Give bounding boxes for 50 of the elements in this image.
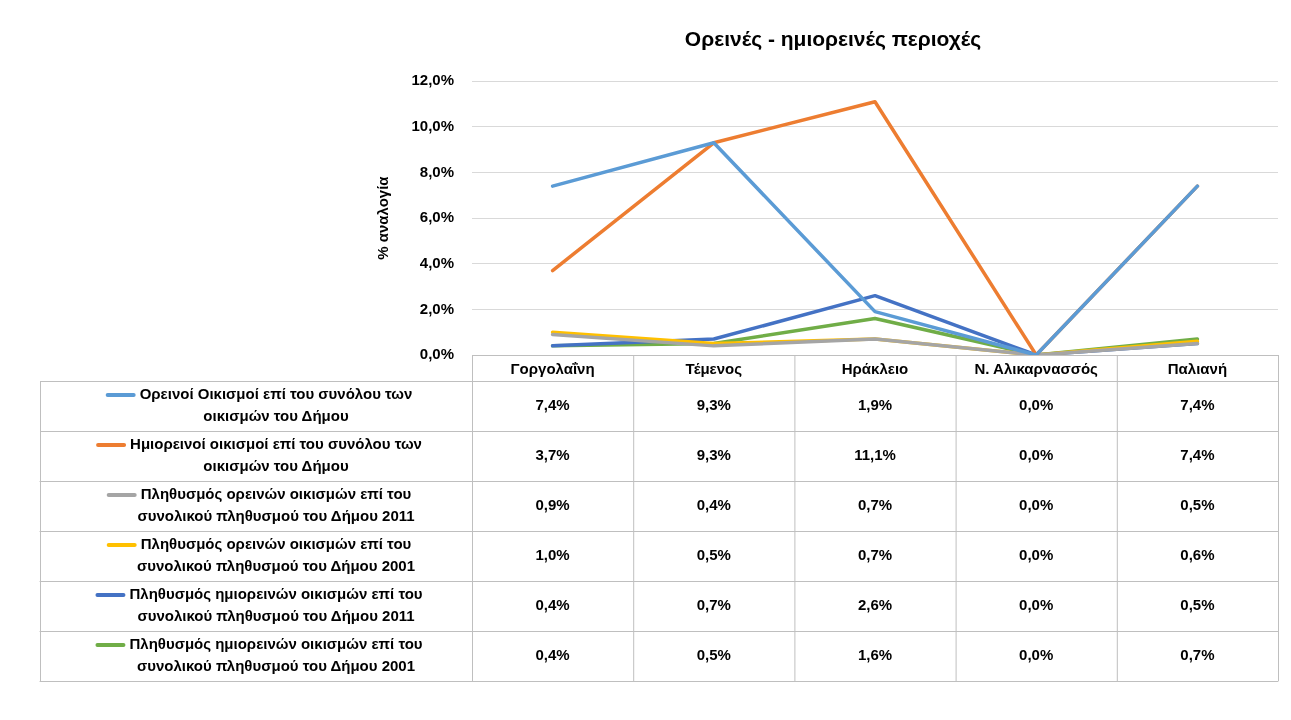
data-label: 0,4% — [535, 596, 570, 614]
data-label: 1,9% — [857, 396, 893, 414]
x-tick-label: Παλιανή — [1167, 360, 1228, 378]
data-label: 7,4% — [1180, 396, 1215, 414]
legend-label: Πληθυσμός ημιορεινών οικισμών επί του συνολικού πληθυσμού του Δήμου 2001 — [129, 635, 423, 675]
data-label: 2,6% — [857, 596, 893, 614]
data-label: 0,7% — [696, 596, 731, 614]
data-label: 0,0% — [1019, 496, 1054, 514]
y-tick-label: 10,0% — [411, 116, 454, 134]
data-label: 0,0% — [1019, 596, 1054, 614]
data-label: 0,0% — [1019, 396, 1054, 414]
y-tick-label: 6,0% — [419, 208, 454, 226]
data-label: 0,5% — [1180, 496, 1215, 514]
legend-label: Πληθυσμός ημιορεινών οικισμών επί του συνολικού πληθυσμού του Δήμου 2011 — [129, 585, 423, 625]
data-label: 3,7% — [535, 446, 570, 464]
x-tick-label: Ηράκλειο — [841, 360, 909, 378]
data-label: 1,6% — [857, 646, 893, 664]
y-tick-label: 8,0% — [419, 162, 454, 180]
y-axis-title: % αναλογία — [374, 175, 392, 260]
data-label: 0,4% — [535, 646, 570, 664]
y-tick-label: 12,0% — [411, 71, 454, 89]
data-label: 0,6% — [1180, 546, 1215, 564]
x-tick-label: Ν. Αλικαρνασσός — [974, 360, 1099, 378]
data-label: 0,4% — [696, 496, 731, 514]
data-label: 11,1% — [854, 446, 896, 464]
data-label: 0,0% — [1019, 446, 1054, 464]
y-tick-label: 2,0% — [419, 299, 454, 317]
legend-label: Ημιορεινοί οικισμοί επί του συνόλου των οικισμών του Δήμου — [130, 435, 422, 475]
data-label: 0,0% — [1019, 646, 1054, 664]
legend-label: Πληθυσμός ορεινών οικισμών επί του συνολικού πληθυσμού του Δήμου 2001 — [136, 535, 416, 575]
x-tick-label: Τέμενος — [685, 360, 743, 378]
data-label: 7,4% — [1180, 446, 1215, 464]
legend-label: Πληθυσμός ορεινών οικισμών επί του συνολικού πληθυσμού του Δήμου 2011 — [137, 485, 415, 525]
data-label: 0,7% — [857, 496, 893, 514]
data-label: 0,7% — [857, 546, 893, 564]
chart-title: Ορεινές - ημιορεινές περιοχές — [684, 27, 982, 52]
data-label: 0,5% — [696, 546, 731, 564]
data-label: 0,9% — [535, 496, 570, 514]
data-label: 0,5% — [1180, 596, 1215, 614]
data-label: 9,3% — [696, 446, 731, 464]
data-label: 1,0% — [535, 546, 570, 564]
x-tick-label: Γοργολαΐνη — [510, 360, 595, 378]
data-label: 7,4% — [535, 396, 570, 414]
data-label: 0,5% — [696, 646, 731, 664]
data-label: 9,3% — [696, 396, 731, 414]
y-tick-label: 0,0% — [419, 345, 454, 363]
data-label: 0,0% — [1019, 546, 1054, 564]
legend-label: Ορεινοί Οικισμοί επί του συνόλου των οικισμών του Δήμου — [139, 385, 413, 425]
data-label: 0,7% — [1180, 646, 1215, 664]
y-tick-label: 4,0% — [419, 253, 454, 271]
